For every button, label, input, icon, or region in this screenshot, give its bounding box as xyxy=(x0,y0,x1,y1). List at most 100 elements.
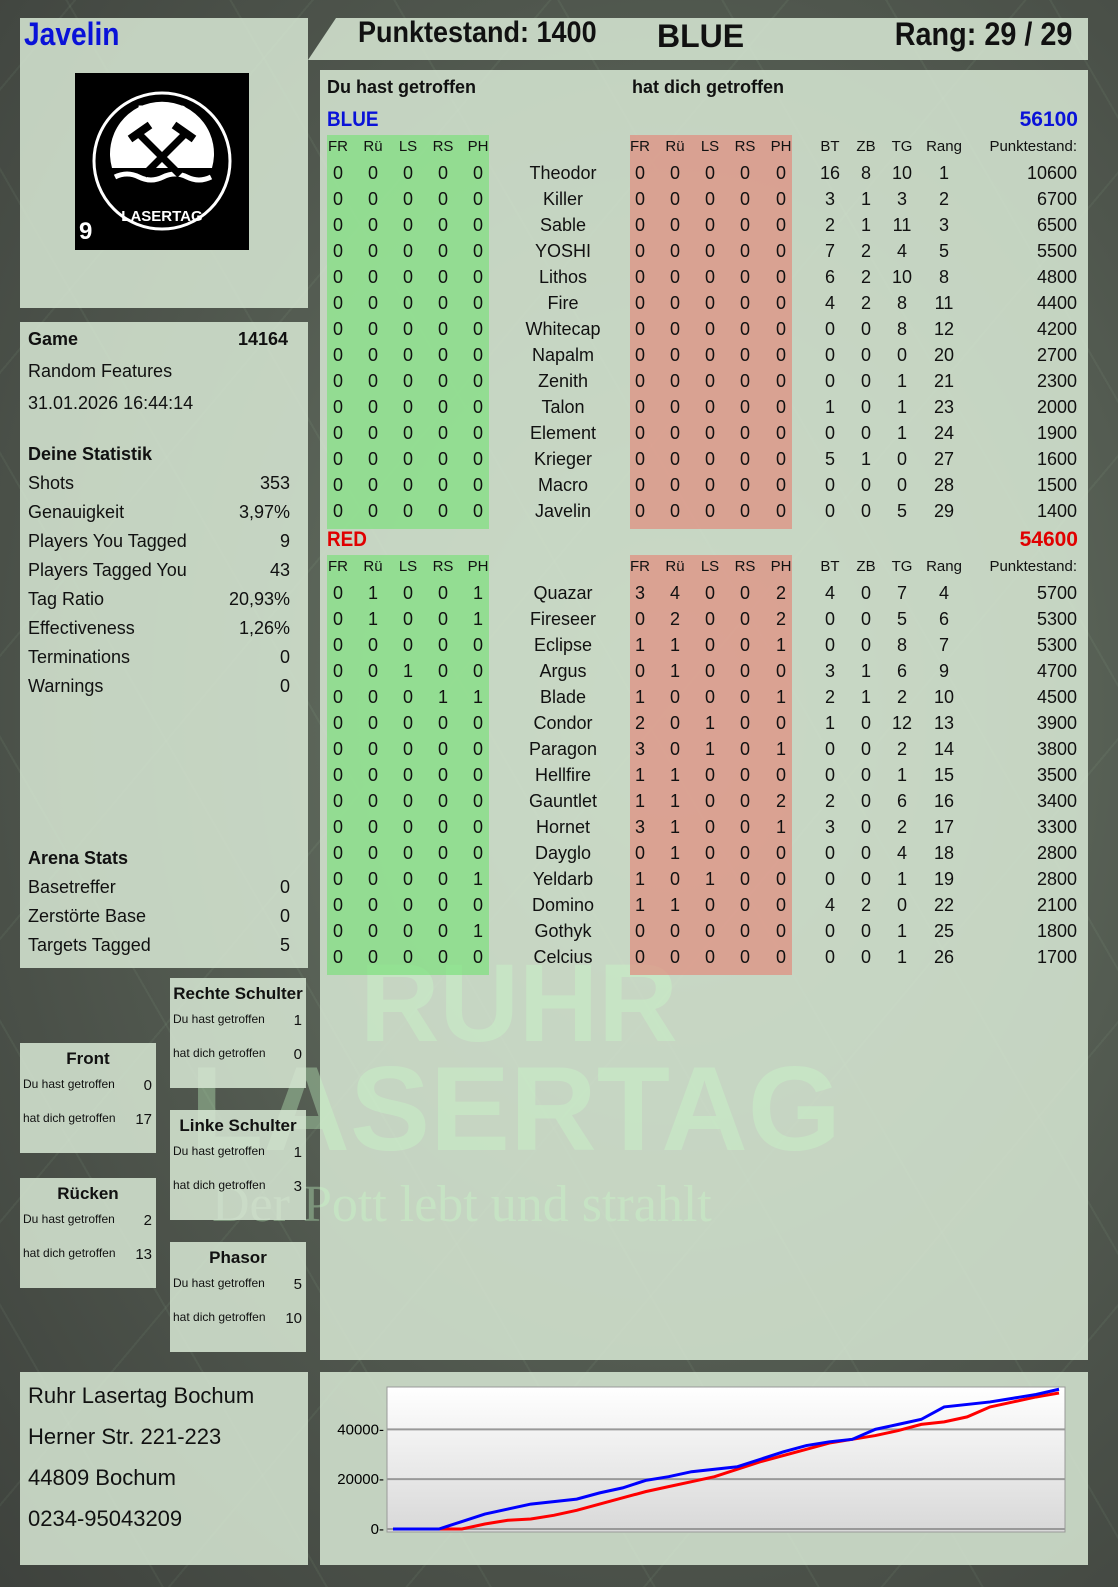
stat-cell: 22 xyxy=(933,895,955,915)
stat-cell: 5 xyxy=(824,449,835,469)
stat-cell: 1 xyxy=(472,609,483,629)
stat-cell: 3 xyxy=(896,189,907,209)
stat-cell: 0 xyxy=(437,475,448,495)
stat-label: Warnings xyxy=(28,676,104,696)
table-row: 0 0 0 0 0 Domino 1 1 0 0 0 4 2 0 22 2100 xyxy=(0,895,1118,921)
stat-cell: 0 xyxy=(367,817,378,837)
player-name-cell: Condor xyxy=(533,713,593,733)
stat-cell: 0 xyxy=(739,635,750,655)
zone-box-phasor: Phasor Du hast getroffen 5 hat dich getroff… xyxy=(170,1242,306,1352)
stat-cell: 0 xyxy=(472,293,483,313)
stat-cell: 2 xyxy=(775,583,786,603)
stat-cell: 0 xyxy=(472,267,483,287)
stat-cell: 0 xyxy=(367,501,378,521)
stat-cell: 0 xyxy=(775,293,786,313)
stat-cell: 0 xyxy=(896,449,907,469)
header-bar xyxy=(308,18,1088,60)
stat-cell: 0 xyxy=(472,739,483,759)
stat-cell: 0 xyxy=(472,817,483,837)
stat-label: Tag Ratio xyxy=(28,589,105,609)
stat-cell: 0 xyxy=(704,687,715,707)
stat-cell: 0 xyxy=(402,215,413,235)
stat-cell: 2 xyxy=(896,817,907,837)
stat-cell: 2 xyxy=(860,895,871,915)
stat-cell: 8 xyxy=(896,635,907,655)
stat-cell: 0 xyxy=(367,215,378,235)
stat-cell: 1 xyxy=(938,163,949,183)
stat-cell: 0 xyxy=(739,921,750,941)
stat-cell: 0 xyxy=(860,583,871,603)
stat-cell: 11 xyxy=(892,215,912,235)
stat-cell: 0 xyxy=(860,843,871,863)
player-name-cell: Gothyk xyxy=(534,921,592,941)
stat-cell: 1 xyxy=(367,583,378,603)
score-cell: 2800 xyxy=(1036,843,1077,863)
y-tick-label: 0- xyxy=(371,1521,384,1538)
address-line: 0234-95043209 xyxy=(28,1506,183,1531)
stat-cell: 4 xyxy=(896,843,907,863)
stat-value: 0 xyxy=(279,647,290,667)
stat-cell: 0 xyxy=(860,869,871,889)
arena-row: Targets Tagged 5 xyxy=(28,935,290,956)
stat-cell: 1 xyxy=(402,661,413,681)
stat-cell: 20 xyxy=(933,345,955,365)
column-header: ZB xyxy=(856,558,876,575)
stat-cell: 0 xyxy=(775,215,786,235)
stat-cell: 0 xyxy=(437,765,448,785)
stat-row: Warnings 0 xyxy=(28,676,290,697)
stat-cell: 0 xyxy=(367,163,378,183)
stat-cell: 0 xyxy=(402,921,413,941)
arena-row: Basetreffer 0 xyxy=(28,877,290,898)
stat-cell: 0 xyxy=(669,397,680,417)
stat-cell: 0 xyxy=(367,475,378,495)
stat-cell: 3 xyxy=(938,215,949,235)
stat-cell: 0 xyxy=(367,895,378,915)
address-panel xyxy=(20,1372,308,1565)
stat-cell: 0 xyxy=(634,843,645,863)
stat-cell: 0 xyxy=(472,713,483,733)
stat-cell: 1 xyxy=(824,713,835,733)
stat-cell: 1 xyxy=(860,189,871,209)
stat-cell: 1 xyxy=(367,609,378,629)
column-header: FR xyxy=(630,138,650,155)
stat-cell: 0 xyxy=(634,371,645,391)
stat-cell: 0 xyxy=(824,319,835,339)
you-hit-bg xyxy=(327,555,489,975)
column-header: PH xyxy=(467,138,489,155)
stat-cell: 0 xyxy=(437,869,448,889)
stat-cell: 0 xyxy=(824,501,835,521)
stat-cell: 0 xyxy=(669,947,680,967)
stat-cell: 0 xyxy=(704,661,715,681)
stat-cell: 0 xyxy=(704,765,715,785)
stat-cell: 0 xyxy=(472,895,483,915)
column-header: ZB xyxy=(856,138,876,155)
stat-cell: 0 xyxy=(402,423,413,443)
zone-hit-you-label: hat dich getroffen xyxy=(23,1111,116,1125)
player-name-cell: Lithos xyxy=(538,267,588,287)
score-cell: 3900 xyxy=(1036,713,1077,733)
stat-row: Tag Ratio 20,93% xyxy=(28,589,290,610)
stat-cell: 9 xyxy=(938,661,949,681)
stat-cell: 0 xyxy=(367,713,378,733)
stat-cell: 0 xyxy=(437,713,448,733)
stat-cell: 0 xyxy=(896,895,907,915)
stat-cell: 1 xyxy=(704,869,715,889)
stat-cell: 0 xyxy=(634,947,645,967)
player-name-cell: YOSHI xyxy=(534,241,591,261)
stat-cell: 0 xyxy=(332,397,343,417)
stat-cell: 0 xyxy=(739,843,750,863)
stat-cell: 3 xyxy=(824,817,835,837)
stat-cell: 1 xyxy=(896,765,907,785)
stat-value: 43 xyxy=(269,560,290,580)
stat-cell: 0 xyxy=(704,423,715,443)
stat-cell: 0 xyxy=(332,189,343,209)
stat-cell: 0 xyxy=(332,475,343,495)
stat-cell: 0 xyxy=(775,843,786,863)
team-total: 56100 xyxy=(1019,108,1078,131)
stat-cell: 0 xyxy=(824,609,835,629)
stat-cell: 4 xyxy=(824,583,835,603)
stat-cell: 0 xyxy=(739,765,750,785)
stat-cell: 0 xyxy=(824,843,835,863)
stat-cell: 24 xyxy=(933,423,955,443)
stat-cell: 2 xyxy=(896,687,907,707)
